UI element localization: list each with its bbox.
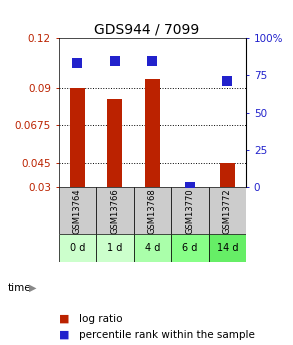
Text: GSM13766: GSM13766 — [110, 188, 119, 234]
Point — [188, 185, 192, 190]
Text: GSM13768: GSM13768 — [148, 188, 157, 234]
Bar — [209, 235, 246, 262]
Text: ■: ■ — [59, 330, 69, 339]
Bar — [209, 187, 246, 235]
Bar — [171, 235, 209, 262]
Bar — [70, 88, 85, 187]
Text: ▶: ▶ — [29, 283, 36, 293]
Point — [150, 58, 155, 64]
Bar — [107, 99, 122, 187]
Bar — [145, 79, 160, 187]
Point — [75, 60, 80, 65]
Bar — [134, 235, 171, 262]
Text: percentile rank within the sample: percentile rank within the sample — [79, 330, 255, 339]
Bar — [59, 187, 96, 235]
Point — [225, 79, 230, 84]
Text: GSM13764: GSM13764 — [73, 188, 82, 234]
Text: 4 d: 4 d — [145, 243, 160, 253]
Text: 0 d: 0 d — [70, 243, 85, 253]
Text: log ratio: log ratio — [79, 314, 122, 324]
Point — [113, 58, 117, 64]
Text: ■: ■ — [59, 314, 69, 324]
Text: time: time — [7, 283, 31, 293]
Text: GSM13770: GSM13770 — [185, 188, 194, 234]
Bar — [220, 162, 235, 187]
Bar — [59, 235, 96, 262]
Text: 1 d: 1 d — [107, 243, 122, 253]
Text: 6 d: 6 d — [182, 243, 197, 253]
Bar — [96, 235, 134, 262]
Bar — [171, 187, 209, 235]
Text: 14 d: 14 d — [217, 243, 238, 253]
Text: GDS944 / 7099: GDS944 / 7099 — [94, 22, 199, 37]
Bar — [134, 187, 171, 235]
Text: GSM13772: GSM13772 — [223, 188, 232, 234]
Bar — [96, 187, 134, 235]
